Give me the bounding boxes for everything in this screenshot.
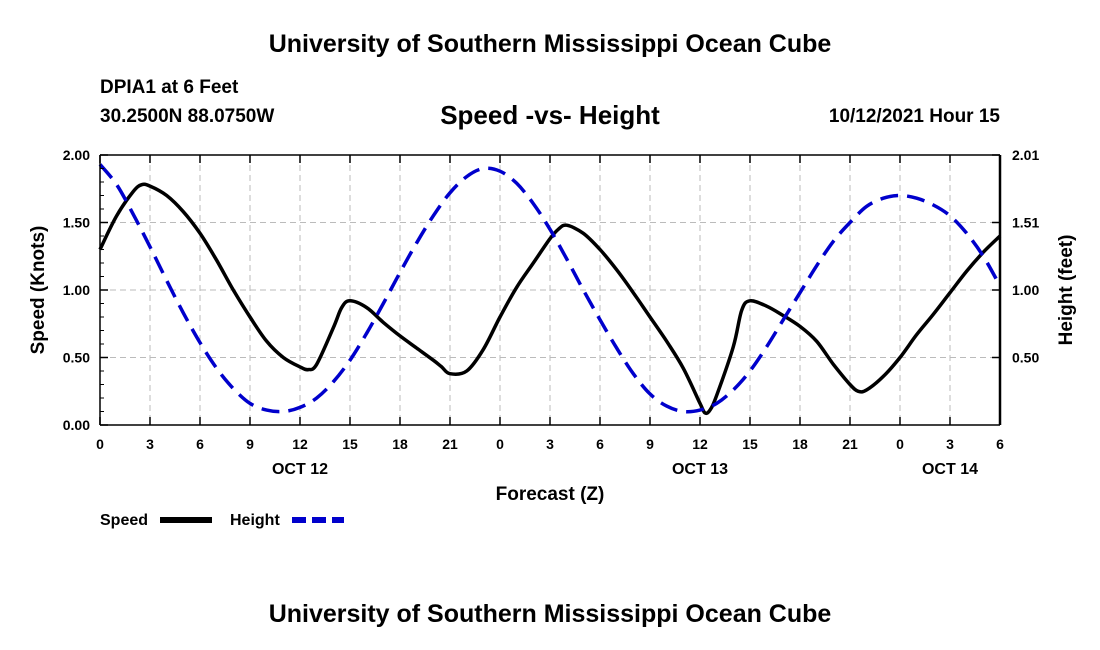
- x-tick-label: 18: [392, 436, 408, 452]
- x-tick-label: 6: [196, 436, 204, 452]
- y-right-tick-label: 1.51: [1012, 215, 1039, 231]
- x-tick-label: 3: [946, 436, 954, 452]
- x-tick-label: 0: [496, 436, 504, 452]
- y-axis-left-title: Speed (Knots): [28, 226, 49, 355]
- y-right-tick-label: 0.50: [1012, 350, 1039, 366]
- x-tick-label: 9: [246, 436, 254, 452]
- x-tick-label: 0: [96, 436, 104, 452]
- date-label: OCT 14: [922, 461, 978, 478]
- x-axis-title: Forecast (Z): [496, 484, 605, 505]
- y-left-tick-label: 1.00: [63, 282, 90, 298]
- y-left-tick-label: 1.50: [63, 215, 90, 231]
- series-line-height: [98, 163, 1002, 414]
- chart-series: [98, 163, 1002, 416]
- x-tick-label: 21: [442, 436, 458, 452]
- x-tick-label: 21: [842, 436, 858, 452]
- footer-title: University of Southern Mississippi Ocean…: [268, 600, 832, 628]
- x-tick-label: 6: [996, 436, 1004, 452]
- x-tick-label: 0: [896, 436, 904, 452]
- y-right-tick-label: 2.01: [1012, 147, 1039, 163]
- y-left-tick-label: 2.00: [63, 147, 90, 163]
- legend: Speed Height: [100, 512, 344, 529]
- date-label: OCT 13: [672, 461, 728, 478]
- x-tick-label: 3: [546, 436, 554, 452]
- x-tick-label: 18: [792, 436, 808, 452]
- date-label: OCT 12: [272, 461, 328, 478]
- legend-speed-label: Speed: [100, 512, 148, 529]
- y-right-tick-label: 1.00: [1012, 282, 1039, 298]
- chart-axes: [99, 154, 1002, 426]
- series-line-speed: [98, 182, 1002, 416]
- x-tick-label: 15: [342, 436, 358, 452]
- forecast-datetime: 10/12/2021 Hour 15: [828, 106, 1000, 127]
- chart-tick-labels: 0 3 6 9 12 15 18 21 0 3 6 9 12 15 18 21 0 3 6 OCT 12 OCT 13 O…: [63, 147, 1040, 478]
- chart-title: Speed -vs- Height: [440, 100, 660, 130]
- x-tick-label: 9: [646, 436, 654, 452]
- x-tick-label: 12: [292, 436, 308, 452]
- x-tick-label: 12: [692, 436, 708, 452]
- y-axis-right-title: Height (feet): [1056, 235, 1077, 346]
- y-left-tick-label: 0.50: [63, 350, 90, 366]
- x-tick-label: 15: [742, 436, 758, 452]
- station-coords: 30.2500N 88.0750W: [100, 106, 275, 127]
- y-left-tick-label: 0.00: [63, 417, 90, 433]
- x-tick-label: 6: [596, 436, 604, 452]
- station-label: DPIA1 at 6 Feet: [100, 77, 239, 98]
- legend-height-label: Height: [230, 512, 280, 529]
- page-title: University of Southern Mississippi Ocean…: [268, 30, 832, 58]
- x-tick-label: 3: [146, 436, 154, 452]
